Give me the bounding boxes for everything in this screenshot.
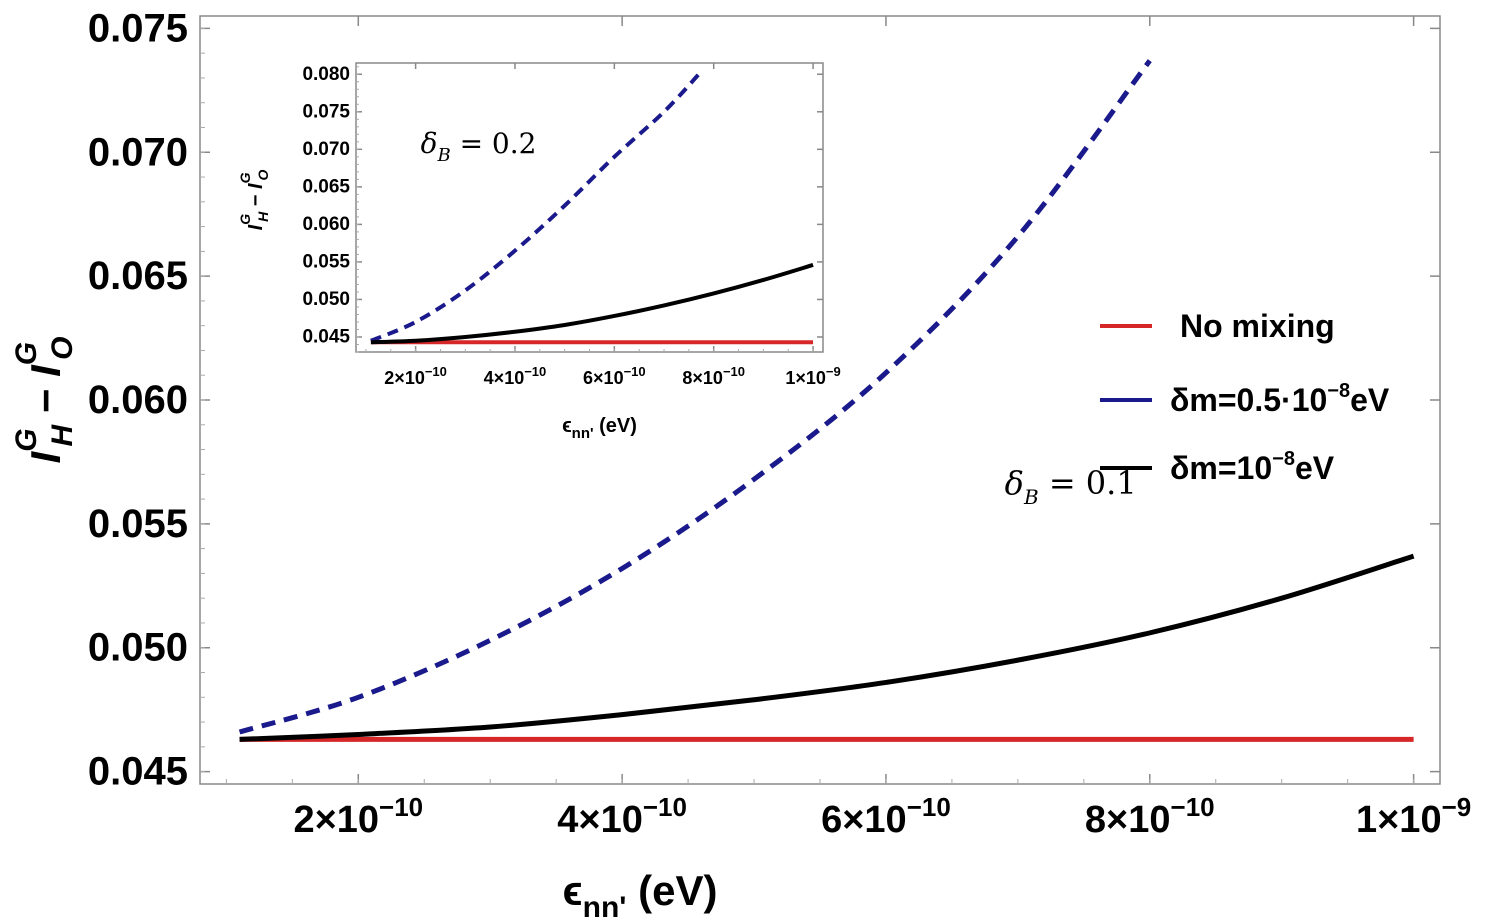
legend-label-pre-2: δm=10 (1170, 450, 1272, 486)
inset-y-tick-label: 0.055 (302, 251, 350, 272)
inset-annotation-delta: δ (421, 127, 438, 160)
main-y-tick-label: 0.045 (88, 750, 188, 794)
inset-x-tick-label: 4×10−10 (484, 364, 547, 388)
main-x-tick-label: 4×10−10 (557, 792, 687, 841)
legend-label-1: δm=0.5·10−8eV (1170, 380, 1390, 418)
inset-y-label-G1: G (237, 214, 253, 225)
inset-y-label-H: H (255, 211, 271, 222)
legend-label-post-1: eV (1350, 382, 1390, 418)
legend-label-post-2: eV (1295, 450, 1335, 486)
inset-x-tick-mantissa: 2×10 (384, 368, 425, 388)
inset-x-tick-mantissa: 8×10 (682, 368, 723, 388)
inset-plot: 0.045 0.050 0.055 0.060 0.065 0.070 0.075 0.080… (237, 62, 841, 442)
inset-y-tick-label: 0.070 (302, 139, 350, 160)
main-y-tick-label: 0.070 (88, 130, 188, 174)
main-x-tick-mantissa: 6×10 (821, 799, 907, 841)
inset-y-axis-label: IG H − IG O (237, 170, 271, 231)
legend-label-2: δm=10−8eV (1170, 448, 1335, 486)
main-y-label-H: H (46, 423, 79, 446)
main-annotation-value: = 0.1 (1039, 464, 1137, 502)
legend-label-0: No mixing (1180, 308, 1335, 344)
main-y-label-I1: I (22, 450, 69, 463)
main-y-tick-label: 0.075 (88, 6, 188, 50)
main-x-tick-mantissa: 8×10 (1085, 799, 1171, 841)
main-x-tick-exponent: −10 (379, 792, 423, 822)
legend-label-sup-2: −8 (1272, 448, 1295, 470)
legend-label-pre-1: δm=0.5·10 (1170, 382, 1327, 418)
inset-x-tick-exponent: −10 (624, 364, 646, 379)
main-series-line-2 (239, 553, 1415, 742)
inset-y-tick-label: 0.045 (302, 326, 350, 347)
inset-y-label-I1: I (245, 224, 267, 230)
main-x-axis-label-unit: (eV) (626, 867, 717, 914)
main-x-tick-label: 6×10−10 (821, 792, 951, 841)
inset-x-tick-mantissa: 1×10 (785, 368, 826, 388)
inset-series-line-2 (370, 263, 814, 345)
inset-x-tick-label: 6×10−10 (583, 364, 646, 388)
main-x-axis-label: ϵnn' (eV) (563, 867, 718, 919)
main-x-tick-label: 2×10−10 (293, 792, 423, 841)
inset-y-label-O: O (255, 170, 271, 181)
inset-annotation-value: = 0.2 (451, 127, 537, 160)
main-x-tick-mantissa: 4×10 (557, 799, 643, 841)
main-annotation: δB = 0.1 (1005, 464, 1137, 509)
inset-x-axis-label: ϵnn' (eV) (562, 415, 637, 442)
main-y-tick-label: 0.055 (88, 502, 188, 546)
inset-x-tick-exponent: −10 (723, 364, 745, 379)
main-y-axis-label: IG H − IG O (10, 337, 79, 464)
inset-plot-frame (355, 62, 824, 353)
inset-annotation-sub: B (436, 145, 450, 166)
inset-y-tick-label: 0.050 (302, 289, 350, 310)
inset-y-label-minus: − (245, 189, 267, 212)
inset-x-tick-mantissa: 6×10 (583, 368, 624, 388)
main-y-tick-label: 0.050 (88, 626, 188, 670)
inset-y-tick-label: 0.065 (302, 176, 350, 197)
main-x-tick-label: 8×10−10 (1085, 792, 1215, 841)
main-y-label-minus: − (22, 377, 69, 425)
main-y-label-G1: G (10, 428, 43, 451)
inset-y-label-I2: I (245, 183, 267, 189)
inset-x-tick-label: 1×10−9 (785, 364, 840, 388)
main-annotation-sub: B (1023, 485, 1039, 509)
main-series-line-1 (238, 59, 1152, 735)
main-x-tick-exponent: −10 (643, 792, 687, 822)
main-x-tick-exponent: −10 (907, 792, 951, 822)
main-x-axis-label-epsilon: ϵ (563, 867, 583, 914)
inset-series-line-1 (370, 72, 701, 343)
inset-y-tick-label: 0.080 (302, 64, 350, 85)
main-x-tick-exponent: −10 (1171, 792, 1215, 822)
inset-x-axis-label-sub: nn' (572, 425, 594, 442)
inset-x-tick-mantissa: 4×10 (484, 368, 525, 388)
legend-label-sup-1: −8 (1327, 380, 1350, 402)
main-y-label-I2: I (22, 364, 69, 377)
inset-x-tick-exponent: −10 (425, 364, 447, 379)
inset-annotation: δB = 0.2 (421, 127, 537, 166)
main-y-label-O: O (46, 337, 79, 360)
main-x-axis-label-sub: nn' (583, 891, 627, 919)
inset-x-tick-exponent: −9 (826, 364, 841, 379)
inset-x-tick-label: 2×10−10 (384, 364, 447, 388)
main-y-tick-label: 0.060 (88, 378, 188, 422)
inset-x-axis-label-unit: (eV) (594, 415, 637, 437)
main-annotation-delta: δ (1005, 464, 1024, 502)
main-x-tick-mantissa: 2×10 (293, 799, 379, 841)
main-x-tick-exponent: −9 (1442, 792, 1472, 822)
inset-x-tick-exponent: −10 (524, 364, 546, 379)
inset-y-tick-label: 0.075 (302, 101, 350, 122)
main-x-tick-label: 1×10−9 (1356, 792, 1471, 841)
main-y-tick-label: 0.065 (88, 254, 188, 298)
main-x-tick-mantissa: 1×10 (1356, 799, 1442, 841)
inset-x-tick-label: 8×10−10 (682, 364, 745, 388)
main-y-label-G2: G (10, 342, 43, 365)
inset-x-axis-label-epsilon: ϵ (562, 415, 572, 437)
inset-y-tick-label: 0.060 (302, 214, 350, 235)
inset-y-label-G2: G (237, 172, 253, 183)
